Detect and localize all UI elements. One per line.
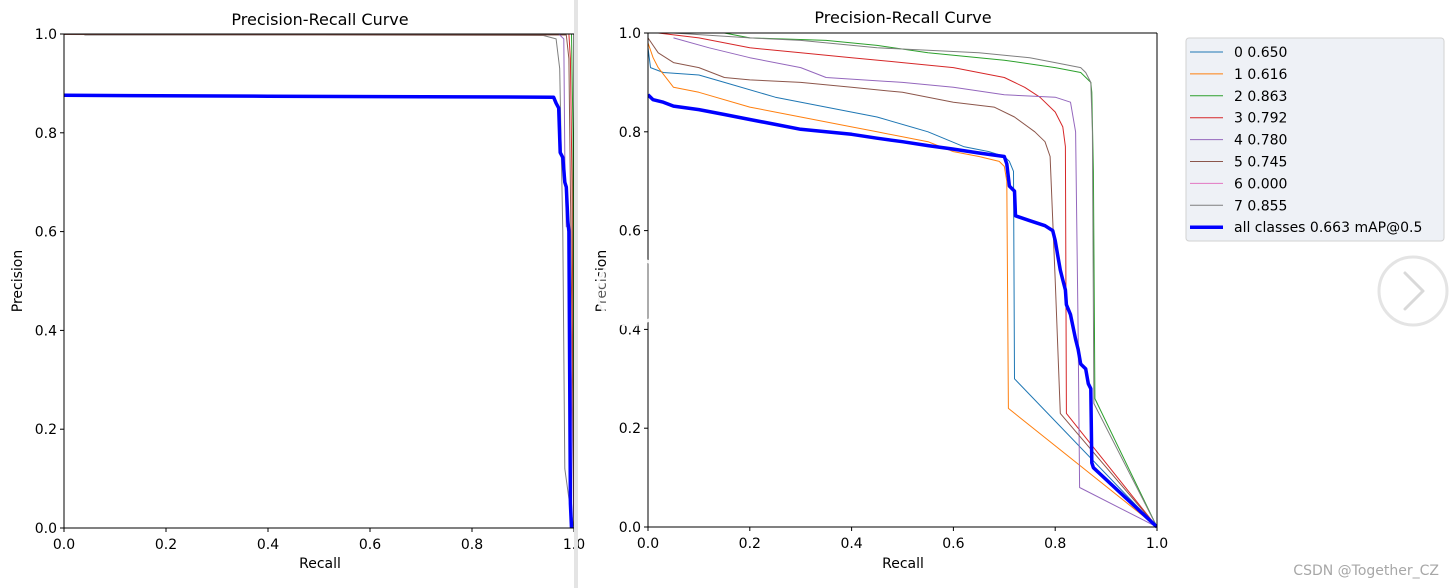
left-x-tick-label: 0.0 xyxy=(53,537,75,553)
right-x-axis-label: Recall xyxy=(882,556,924,572)
image-divider xyxy=(574,0,578,588)
legend-label-7: 7 0.855 xyxy=(1234,198,1287,214)
left-y-tick-label: 1.0 xyxy=(35,27,57,43)
right-y-tick-label: 0.0 xyxy=(619,520,641,536)
left-x-tick-label: 0.4 xyxy=(257,537,279,553)
previous-image-button[interactable] xyxy=(595,255,667,327)
right-series-group xyxy=(648,32,1157,529)
right-series-line-1 xyxy=(648,42,1157,528)
right-series-line-0 xyxy=(648,47,1157,528)
right-x-tick-label: 0.6 xyxy=(942,536,964,552)
right-x-tick-label: 0.4 xyxy=(840,536,862,552)
right-x-tick-label: 0.8 xyxy=(1044,536,1066,552)
legend-label-1: 1 0.616 xyxy=(1234,67,1288,83)
legend-label-all-classes: all classes 0.663 mAP@0.5 xyxy=(1234,220,1422,236)
right-x-tick-label: 0.0 xyxy=(637,536,659,552)
left-y-tick-label: 0.8 xyxy=(35,126,57,142)
right-series-line-3 xyxy=(658,32,1157,528)
right-series-line-2 xyxy=(653,32,1157,528)
legend-label-4: 4 0.780 xyxy=(1234,133,1287,149)
right-y-tick-label: 0.6 xyxy=(619,224,641,240)
chevron-right-icon xyxy=(1403,271,1425,311)
right-y-tick-label: 0.4 xyxy=(619,322,641,338)
right-x-tick-label: 0.2 xyxy=(739,536,761,552)
legend-label-5: 5 0.745 xyxy=(1234,155,1287,171)
left-y-tick-label: 0.0 xyxy=(35,521,57,537)
legend-label-3: 3 0.792 xyxy=(1234,111,1287,127)
right-chart-legend: 0 0.650 1 0.616 2 0.863 3 0.792 4 0.780 5 0.7… xyxy=(1185,37,1445,242)
left-y-tick-label: 0.2 xyxy=(35,422,57,438)
next-image-button[interactable] xyxy=(1377,255,1449,327)
left-x-axis-label: Recall xyxy=(299,556,341,572)
right-pr-chart: Precision-Recall Curve 0.0 0.2 0.4 0.6 0.8 1.… xyxy=(594,8,1168,572)
left-chart-background xyxy=(0,0,577,588)
right-y-tick-label: 0.8 xyxy=(619,125,641,141)
left-pr-chart: Precision-Recall Curve 0.0 0.2 0.4 0.6 0.8 1.… xyxy=(0,0,585,588)
left-x-tick-label: 0.6 xyxy=(359,537,381,553)
right-series-line-all-classes xyxy=(648,93,1157,529)
right-series-line-5 xyxy=(648,37,1157,528)
left-series-line-all-classes xyxy=(64,93,574,529)
right-axes: 0.0 0.2 0.4 0.6 0.8 1.0 0.0 0.2 0.4 0.6 0.8 1.0 xyxy=(619,26,1168,552)
right-series-line-4 xyxy=(673,37,1157,528)
legend-label-2: 2 0.863 xyxy=(1234,89,1287,105)
right-x-tick-label: 1.0 xyxy=(1146,536,1168,552)
legend-box xyxy=(1185,37,1445,242)
left-x-tick-label: 0.2 xyxy=(155,537,177,553)
left-y-axis-label: Precision xyxy=(10,250,26,312)
right-chart-title: Precision-Recall Curve xyxy=(814,8,991,27)
csdn-watermark: CSDN @Together_CZ xyxy=(1293,563,1439,579)
left-y-tick-label: 0.6 xyxy=(35,225,57,241)
legend-label-6: 6 0.000 xyxy=(1234,176,1287,192)
left-chart-title: Precision-Recall Curve xyxy=(231,10,408,29)
left-x-tick-label: 0.8 xyxy=(461,537,483,553)
right-series-line-7 xyxy=(673,32,1157,528)
chevron-left-icon xyxy=(620,271,642,311)
right-y-tick-label: 1.0 xyxy=(619,26,641,42)
left-y-tick-label: 0.4 xyxy=(35,323,57,339)
legend-label-0: 0 0.650 xyxy=(1234,45,1287,61)
right-y-tick-label: 0.2 xyxy=(619,421,641,437)
